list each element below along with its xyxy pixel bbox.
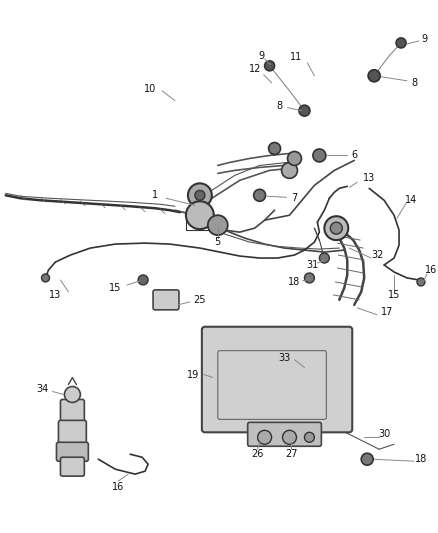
Circle shape — [325, 216, 348, 240]
FancyBboxPatch shape — [153, 290, 179, 310]
Circle shape — [195, 190, 205, 200]
Circle shape — [282, 163, 297, 179]
Text: 7: 7 — [291, 193, 297, 203]
Text: 19: 19 — [187, 369, 199, 379]
Text: 27: 27 — [285, 449, 298, 459]
Circle shape — [268, 142, 281, 155]
Text: 17: 17 — [381, 307, 393, 317]
Circle shape — [208, 215, 228, 235]
Text: 14: 14 — [405, 195, 417, 205]
Circle shape — [330, 222, 342, 234]
Text: 26: 26 — [251, 449, 264, 459]
Text: 18: 18 — [415, 454, 427, 464]
FancyBboxPatch shape — [58, 421, 86, 446]
Text: 33: 33 — [279, 353, 291, 362]
Text: 10: 10 — [144, 84, 156, 94]
Circle shape — [319, 253, 329, 263]
Text: 18: 18 — [288, 277, 300, 287]
Circle shape — [368, 70, 380, 82]
Circle shape — [254, 189, 265, 201]
Circle shape — [186, 201, 214, 229]
FancyBboxPatch shape — [57, 442, 88, 461]
Text: 11: 11 — [290, 52, 303, 62]
Text: 15: 15 — [388, 290, 400, 300]
FancyBboxPatch shape — [202, 327, 352, 432]
Circle shape — [304, 432, 314, 442]
Text: 13: 13 — [49, 290, 62, 300]
Circle shape — [138, 275, 148, 285]
Circle shape — [265, 61, 275, 71]
Circle shape — [42, 274, 49, 282]
Text: 16: 16 — [425, 265, 437, 275]
Text: 13: 13 — [363, 173, 375, 183]
Circle shape — [64, 386, 80, 402]
Text: 16: 16 — [112, 482, 124, 492]
FancyBboxPatch shape — [247, 422, 321, 446]
Text: 6: 6 — [351, 150, 357, 160]
Text: 9: 9 — [258, 51, 265, 61]
Circle shape — [299, 105, 310, 116]
Circle shape — [396, 38, 406, 48]
Circle shape — [304, 273, 314, 283]
Circle shape — [258, 430, 272, 445]
Circle shape — [417, 278, 425, 286]
Circle shape — [313, 149, 326, 162]
FancyBboxPatch shape — [60, 399, 85, 422]
Text: 30: 30 — [378, 429, 390, 439]
Text: 1: 1 — [152, 190, 158, 200]
Text: 8: 8 — [411, 78, 417, 88]
Text: 25: 25 — [194, 295, 206, 305]
Circle shape — [188, 183, 212, 207]
FancyBboxPatch shape — [60, 457, 85, 476]
Text: 31: 31 — [306, 260, 318, 270]
Text: 34: 34 — [36, 384, 49, 394]
Text: 5: 5 — [215, 237, 221, 247]
Text: 32: 32 — [371, 250, 383, 260]
Circle shape — [361, 453, 373, 465]
Text: 15: 15 — [109, 283, 121, 293]
Text: 9: 9 — [421, 34, 427, 44]
Circle shape — [283, 430, 297, 445]
Text: 12: 12 — [248, 64, 261, 74]
Circle shape — [287, 151, 301, 165]
Text: 8: 8 — [276, 101, 283, 111]
